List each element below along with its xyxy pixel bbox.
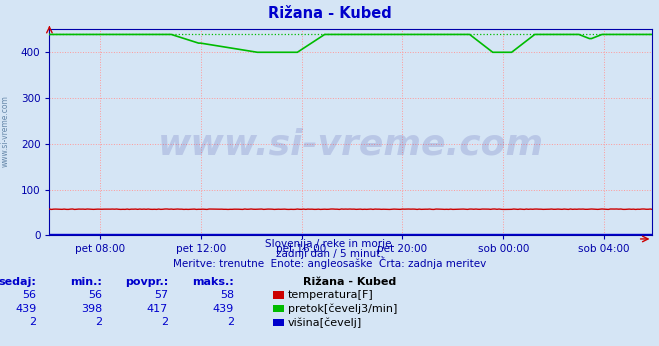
Text: 417: 417 bbox=[147, 304, 168, 313]
Text: sedaj:: sedaj: bbox=[0, 277, 36, 287]
Text: maks.:: maks.: bbox=[192, 277, 234, 287]
Text: temperatura[F]: temperatura[F] bbox=[288, 290, 374, 300]
Text: 398: 398 bbox=[81, 304, 102, 313]
Text: 2: 2 bbox=[29, 318, 36, 327]
Text: Rižana - Kubed: Rižana - Kubed bbox=[303, 277, 397, 287]
Text: www.si-vreme.com: www.si-vreme.com bbox=[1, 95, 10, 167]
Text: Slovenija / reke in morje.: Slovenija / reke in morje. bbox=[264, 239, 395, 249]
Text: www.si-vreme.com: www.si-vreme.com bbox=[158, 128, 544, 162]
Text: povpr.:: povpr.: bbox=[125, 277, 168, 287]
Text: 439: 439 bbox=[213, 304, 234, 313]
Text: višina[čevelj]: višina[čevelj] bbox=[288, 317, 362, 328]
Text: 2: 2 bbox=[95, 318, 102, 327]
Text: Rižana - Kubed: Rižana - Kubed bbox=[268, 6, 391, 21]
Text: Meritve: trenutne  Enote: angleosaške  Črta: zadnja meritev: Meritve: trenutne Enote: angleosaške Črt… bbox=[173, 257, 486, 269]
Text: zadnji dan / 5 minut.: zadnji dan / 5 minut. bbox=[275, 249, 384, 258]
Text: 58: 58 bbox=[220, 290, 234, 300]
Text: 56: 56 bbox=[22, 290, 36, 300]
Text: 56: 56 bbox=[88, 290, 102, 300]
Text: 2: 2 bbox=[161, 318, 168, 327]
Text: pretok[čevelj3/min]: pretok[čevelj3/min] bbox=[288, 303, 397, 314]
Text: 57: 57 bbox=[154, 290, 168, 300]
Text: 439: 439 bbox=[15, 304, 36, 313]
Text: 2: 2 bbox=[227, 318, 234, 327]
Text: min.:: min.: bbox=[71, 277, 102, 287]
